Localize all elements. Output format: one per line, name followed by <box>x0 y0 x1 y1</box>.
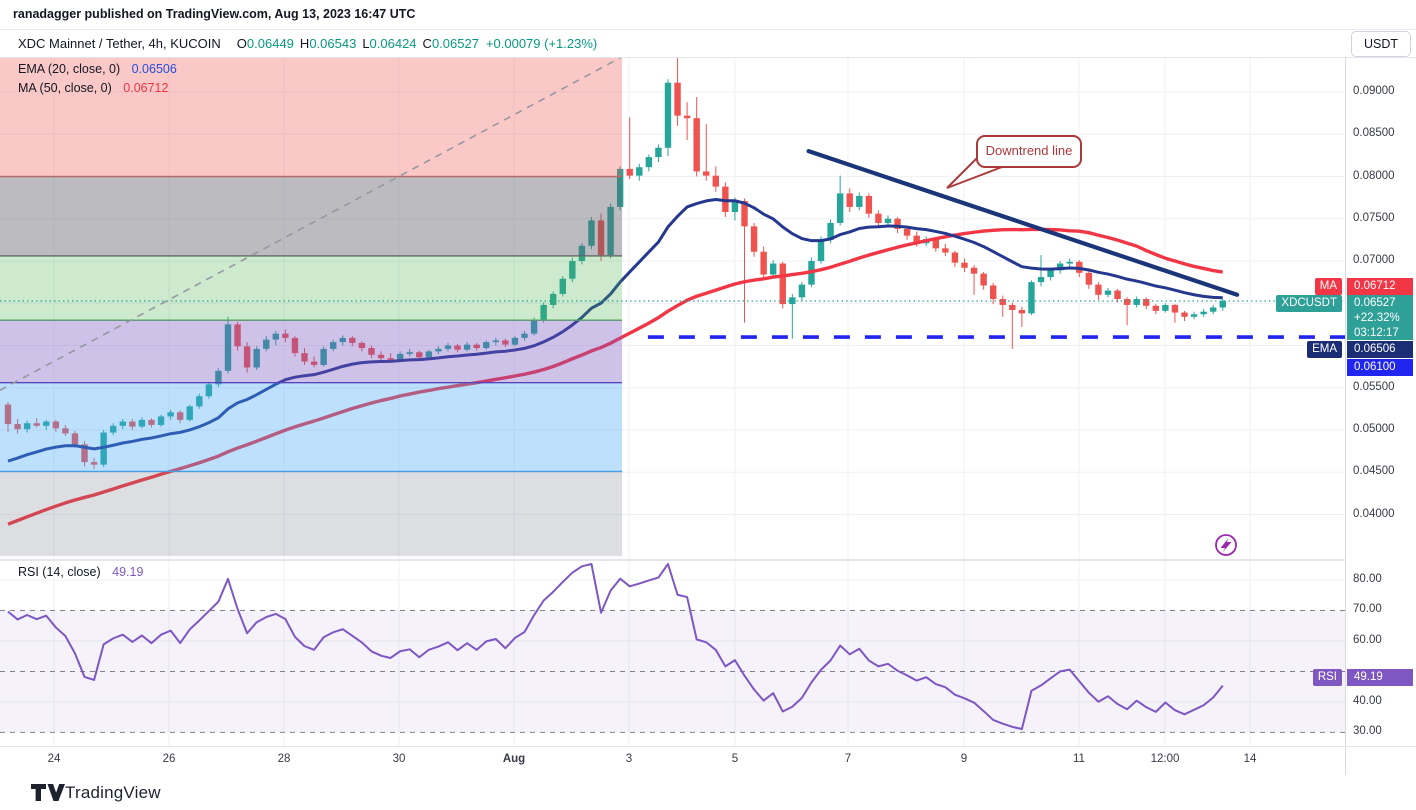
low-value: 0.06424 <box>369 36 417 51</box>
header-divider <box>0 29 1416 30</box>
price-tick-label: 0.08000 <box>1353 169 1395 182</box>
ma50-line <box>7 227 1224 526</box>
pane-separator[interactable] <box>0 559 1345 561</box>
price-zone-band <box>0 471 623 556</box>
ema-legend-value: 0.06506 <box>131 62 177 76</box>
tradingview-logo-icon[interactable] <box>28 780 88 810</box>
price-zone-band <box>0 176 623 256</box>
time-axis-border <box>0 746 1416 747</box>
time-tick-label: 24 <box>47 753 61 765</box>
time-tick-label: 11 <box>1073 753 1085 765</box>
high-key: H <box>299 36 310 51</box>
time-tick-label: 28 <box>277 753 291 765</box>
ema-axis-tag: EMA <box>1307 341 1342 358</box>
price-tick-label: 0.07000 <box>1353 254 1395 266</box>
ema20-line <box>7 198 1223 463</box>
ma-axis-tag: MA <box>1314 278 1342 295</box>
price-tick-label: 0.04500 <box>1353 465 1395 478</box>
downtrend-line[interactable] <box>806 149 1240 297</box>
price-zone-band <box>0 320 623 383</box>
change-value: +0.00079 (+1.23%) <box>485 36 598 51</box>
price-zone-band <box>0 255 623 321</box>
time-tick-label: 26 <box>162 753 176 765</box>
ma-legend-value: 0.06712 <box>123 81 169 95</box>
close-value: 0.06527 <box>431 36 479 51</box>
symbol-change-pct: +22.32% <box>1354 312 1400 324</box>
price-axis-border <box>1345 57 1346 775</box>
ma-axis-value: 0.06712 <box>1347 278 1413 295</box>
high-value: 0.06543 <box>309 36 357 51</box>
published-attribution: ranadagger published on TradingView.com,… <box>13 7 416 21</box>
ema-legend[interactable]: EMA (20, close, 0) 0.06506 <box>18 62 177 76</box>
time-tick-label: Aug <box>502 753 526 765</box>
symbol-countdown: 03:12:17 <box>1354 327 1399 339</box>
currency-toggle-button[interactable]: USDT <box>1351 31 1411 57</box>
symbol-toolbar <box>0 30 1416 58</box>
rsi-legend[interactable]: RSI (14, close) 49.19 <box>18 565 143 579</box>
symbol-legend[interactable]: XDC Mainnet / Tether, 4h, KUCOIN O0.06449… <box>18 36 597 51</box>
ma-legend[interactable]: MA (50, close, 0) 0.06712 <box>18 81 168 95</box>
rsi-legend-value: 49.19 <box>112 565 144 579</box>
price-tick-label: 0.04000 <box>1353 507 1395 520</box>
symbol-axis-tag: XDCUSDT <box>1276 295 1342 312</box>
rsi-tick-label: 60.00 <box>1353 633 1382 646</box>
rsi-line <box>7 563 1224 731</box>
price-zone-band <box>0 57 623 177</box>
ema-legend-label: EMA (20, close, 0) <box>18 62 121 76</box>
ma-legend-label: MA (50, close, 0) <box>18 81 112 95</box>
diagonal-trendline[interactable] <box>0 56 622 391</box>
rsi-axis-value: 49.19 <box>1347 669 1413 686</box>
time-tick-label: 12:00 <box>1150 753 1180 765</box>
downtrend-line-callout[interactable]: Downtrend line <box>976 135 1082 168</box>
price-tick-label: 0.07500 <box>1353 211 1395 224</box>
price-zone-band <box>0 382 623 472</box>
rsi-tick-label: 70.00 <box>1353 603 1382 616</box>
price-tick-label: 0.08500 <box>1353 127 1395 140</box>
symbol-title[interactable]: XDC Mainnet / Tether, 4h, KUCOIN <box>18 36 221 51</box>
time-tick-label: 7 <box>844 753 852 765</box>
lightning-bolt-glyph <box>1220 537 1232 553</box>
close-key: C <box>422 36 432 51</box>
rsi-tick-label: 80.00 <box>1353 573 1382 585</box>
time-tick-label: 5 <box>731 753 739 765</box>
rsi-tick-label: 30.00 <box>1353 725 1382 738</box>
symbol-price: 0.06527 <box>1354 297 1396 309</box>
rsi-axis-tag: RSI <box>1312 669 1342 686</box>
price-tick-label: 0.09000 <box>1353 85 1395 97</box>
price-tick-label: 0.05000 <box>1353 423 1395 435</box>
time-tick-label: 14 <box>1243 753 1257 765</box>
price-tick-label: 0.05500 <box>1353 380 1395 393</box>
tradingview-brand-text[interactable]: TradingView <box>65 783 161 802</box>
rsi-tick-label: 40.00 <box>1353 694 1382 707</box>
time-tick-label: 9 <box>960 753 968 765</box>
low-key: L <box>362 36 370 51</box>
ema-axis-value: 0.06506 <box>1347 341 1413 358</box>
time-tick-label: 3 <box>625 753 633 765</box>
rsi-legend-label: RSI (14, close) <box>18 565 101 579</box>
candlestick-series <box>4 58 1226 469</box>
time-tick-label: 30 <box>392 753 406 765</box>
symbol-axis-value: 0.06527 +22.32% 03:12:17 <box>1347 295 1413 340</box>
level-axis-value: 0.06100 <box>1347 359 1413 376</box>
open-key: O <box>236 36 247 51</box>
open-value: 0.06449 <box>246 36 294 51</box>
